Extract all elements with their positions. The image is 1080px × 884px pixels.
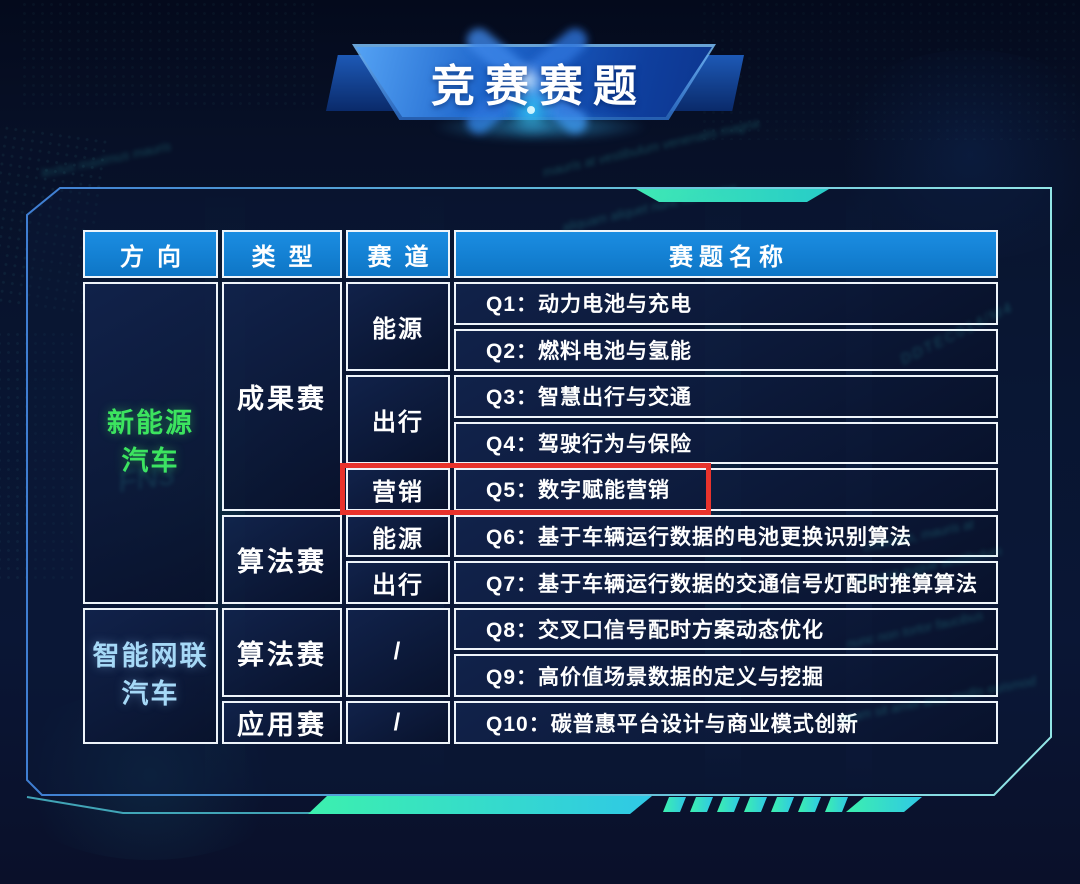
star-glow-icon (466, 28, 588, 134)
direction-line: 汽车 (121, 445, 180, 476)
track-cell: 出行 (346, 375, 450, 465)
track-cell-highlighted: 营销 (346, 468, 450, 511)
topic-cell: Q8：交叉口信号配时方案动态优化 (454, 607, 998, 651)
track-cell: / (346, 701, 450, 744)
header-type: 类型 (222, 230, 342, 278)
hash-mark (663, 797, 686, 812)
direction-line: 汽车 (121, 678, 180, 709)
topic-cell: Q7：基于车辆运行数据的交通信号灯配时推算算法 (454, 561, 998, 604)
hash-mark (690, 797, 713, 812)
header-track: 赛道 (346, 230, 450, 278)
hash-mark (825, 797, 848, 812)
hash-mark (717, 797, 740, 812)
type-cell: 算法赛 (222, 514, 342, 604)
topic-cell: Q1：动力电池与充电 (454, 282, 998, 325)
track-cell: 能源 (346, 282, 450, 372)
bottom-accent-bar (308, 796, 652, 814)
top-accent-tab (636, 189, 829, 202)
topic-cell: Q3：智慧出行与交通 (454, 375, 998, 418)
dot-pattern (700, 0, 1080, 140)
type-cell: 成果赛 (222, 282, 342, 511)
hash-mark-wide (846, 797, 922, 812)
topics-table: 方向 类型 赛道 赛题名称 新能源 汽车 智能网联 汽车 成果赛 算法赛 算法赛… (83, 230, 998, 744)
track-cell: 出行 (346, 561, 450, 604)
glow (820, 50, 1080, 260)
topic-cell: Q2：燃料电池与氢能 (454, 328, 998, 372)
type-cell: 算法赛 (222, 607, 342, 697)
header-topic-name: 赛题名称 (454, 230, 998, 278)
dot-pattern (20, 0, 320, 110)
topic-cell: Q6：基于车辆运行数据的电池更换识别算法 (454, 514, 998, 558)
track-cell: / (346, 607, 450, 697)
hash-mark (798, 797, 821, 812)
track-cell: 能源 (346, 514, 450, 558)
direction-cell-nev: 新能源 汽车 (83, 282, 218, 604)
highlight-box (340, 463, 711, 515)
bottom-accent-line (26, 796, 318, 814)
hash-mark (744, 797, 767, 812)
hash-mark (771, 797, 794, 812)
topic-cell-highlighted: Q5：数字赋能营销 (454, 468, 998, 511)
banner-glow (430, 112, 650, 142)
page-title: 竞赛赛题 (431, 62, 647, 111)
direction-line: 新能源 (107, 408, 194, 439)
dot-pattern (0, 330, 75, 580)
topic-cell: Q10：碳普惠平台设计与商业模式创新 (454, 701, 998, 744)
topic-cell: Q4：驾驶行为与保险 (454, 421, 998, 465)
header-direction: 方向 (83, 230, 218, 278)
direction-cell-icv: 智能网联 汽车 (83, 607, 218, 744)
topic-cell: Q9：高价值场景数据的定义与挖掘 (454, 654, 998, 697)
type-cell: 应用赛 (222, 701, 342, 744)
direction-line: 智能网联 (92, 641, 209, 672)
